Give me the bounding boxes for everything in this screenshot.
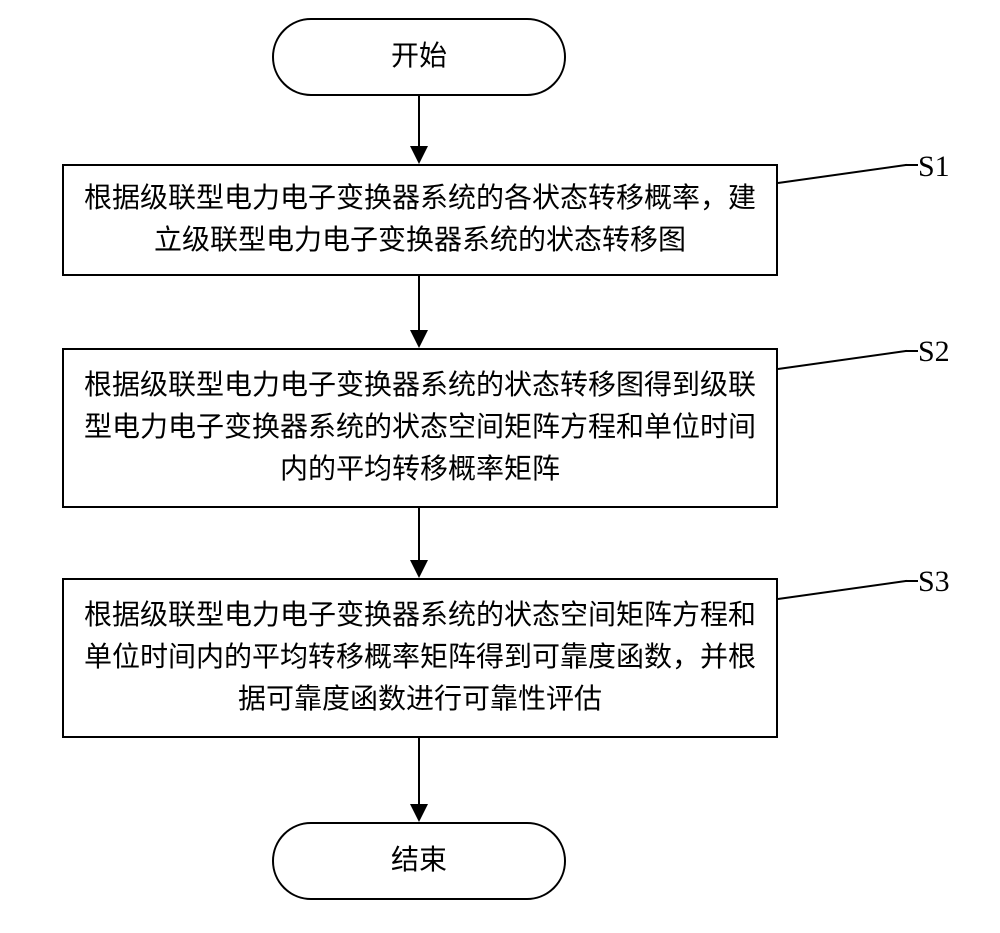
lead-s1-h xyxy=(905,164,918,166)
end-label: 结束 xyxy=(391,840,447,882)
arrow-s1-s2 xyxy=(418,276,420,330)
step-label-s1: S1 xyxy=(918,150,950,184)
flowchart-canvas: 开始 根据级联型电力电子变换器系统的各状态转移概率，建立级联型电力电子变换器系统… xyxy=(0,0,1000,933)
arrow-s2-s3 xyxy=(418,508,420,560)
lead-s1-diag xyxy=(778,164,907,184)
step-label-s3: S3 xyxy=(918,565,950,599)
start-label: 开始 xyxy=(391,36,447,78)
s3-text: 根据级联型电力电子变换器系统的状态空间矩阵方程和单位时间内的平均转移概率矩阵得到… xyxy=(84,595,756,721)
process-s2: 根据级联型电力电子变换器系统的状态转移图得到级联型电力电子变换器系统的状态空间矩… xyxy=(62,348,778,508)
lead-s2-diag xyxy=(778,350,907,370)
arrow-head-s1-s2 xyxy=(410,330,428,348)
step-label-s2: S2 xyxy=(918,335,950,369)
arrow-head-s3-end xyxy=(410,804,428,822)
arrow-head-start-s1 xyxy=(410,146,428,164)
start-node: 开始 xyxy=(272,18,566,96)
lead-s3-h xyxy=(905,580,918,582)
arrow-start-s1 xyxy=(418,96,420,146)
process-s1: 根据级联型电力电子变换器系统的各状态转移概率，建立级联型电力电子变换器系统的状态… xyxy=(62,164,778,276)
arrow-s3-end xyxy=(418,738,420,804)
lead-s2-h xyxy=(905,350,918,352)
process-s3: 根据级联型电力电子变换器系统的状态空间矩阵方程和单位时间内的平均转移概率矩阵得到… xyxy=(62,578,778,738)
lead-s3-diag xyxy=(778,580,907,600)
s2-text: 根据级联型电力电子变换器系统的状态转移图得到级联型电力电子变换器系统的状态空间矩… xyxy=(84,365,756,491)
s1-text: 根据级联型电力电子变换器系统的各状态转移概率，建立级联型电力电子变换器系统的状态… xyxy=(84,178,756,262)
arrow-head-s2-s3 xyxy=(410,560,428,578)
end-node: 结束 xyxy=(272,822,566,900)
